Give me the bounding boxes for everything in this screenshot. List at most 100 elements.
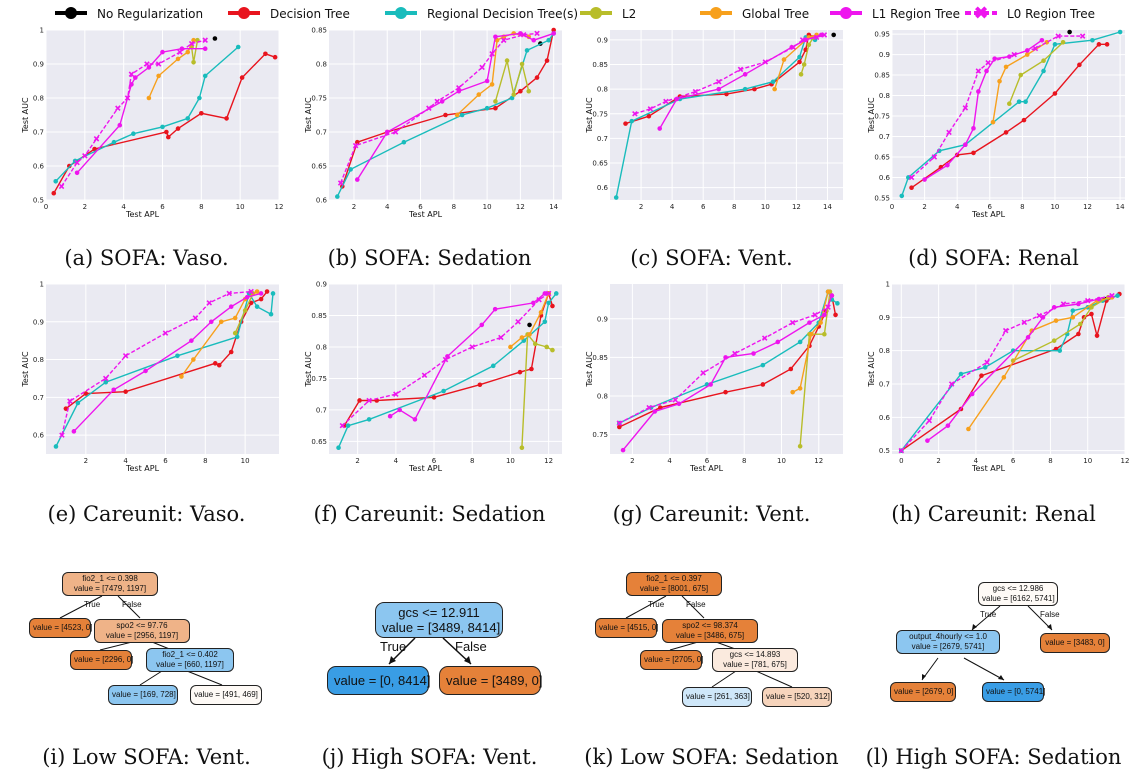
data-point — [354, 139, 360, 145]
data-point — [336, 445, 341, 451]
series-l0-region-tree — [59, 288, 254, 438]
data-point — [553, 291, 559, 296]
x-tick-label: 8 — [732, 203, 736, 211]
data-point — [103, 379, 109, 385]
x-axis-label: Test APL — [689, 464, 724, 473]
data-point — [790, 44, 797, 51]
legend-label: L0 Region Tree — [1007, 7, 1095, 21]
data-point — [53, 444, 59, 449]
legend-label: Global Tree — [742, 7, 809, 21]
data-point — [397, 407, 402, 413]
series-line — [911, 35, 1083, 179]
data-point — [339, 422, 346, 429]
legend-label: L1 Region Tree — [872, 7, 960, 21]
data-point — [392, 129, 399, 135]
data-point — [58, 183, 65, 190]
data-point — [1001, 375, 1007, 380]
data-point — [1002, 327, 1009, 334]
data-point — [546, 300, 551, 306]
data-point — [179, 374, 184, 379]
data-point — [542, 319, 548, 325]
data-point — [459, 112, 465, 118]
data-point — [742, 86, 748, 92]
tree-l-node-1: output_4hourly <= 1.0 value = [2679, 5741… — [896, 630, 1000, 654]
data-point — [490, 363, 496, 369]
legend-item-l2: L2 — [580, 7, 636, 21]
data-point — [520, 31, 527, 38]
data-point — [185, 116, 191, 121]
series-line — [341, 292, 549, 427]
data-point — [508, 344, 513, 350]
data-point — [162, 330, 169, 336]
legend-marker — [590, 7, 602, 19]
data-point — [909, 185, 914, 191]
data-point — [984, 359, 990, 366]
data-point — [517, 369, 523, 375]
data-point — [83, 391, 89, 396]
x-axis-label: Test APL — [408, 464, 443, 473]
data-point — [770, 79, 776, 85]
x-tick-label: 4 — [121, 203, 126, 211]
y-tick-label: 0.8 — [879, 92, 890, 100]
data-point — [489, 82, 495, 87]
data-point — [1055, 33, 1061, 39]
data-point — [813, 34, 820, 41]
data-point — [1094, 333, 1100, 338]
data-point — [124, 95, 131, 101]
data-point — [479, 322, 485, 328]
caption-b: (b) SOFA: Sedation — [327, 246, 532, 270]
y-axis-label: Test AUC — [868, 97, 876, 134]
data-point — [191, 357, 196, 362]
tree-i-node-1: value = [4523, 0] — [29, 618, 92, 638]
tree-k-node-6-value: value = [520, 312] — [766, 692, 830, 701]
data-point — [75, 400, 81, 406]
data-point — [742, 72, 748, 77]
y-tick-label: 0.8 — [597, 393, 608, 401]
data-point — [797, 386, 803, 391]
series-line — [926, 298, 1100, 442]
data-point — [925, 438, 930, 443]
y-tick-label: 0.6 — [316, 197, 328, 205]
data-point — [962, 105, 969, 111]
y-tick-label: 0.7 — [879, 133, 890, 141]
data-point — [51, 190, 57, 196]
series-regional-decision-tree-s — [53, 291, 276, 449]
data-point — [825, 289, 831, 295]
x-tick-label: 6 — [988, 203, 993, 211]
series-no-regularization — [831, 32, 836, 38]
data-point — [498, 334, 504, 341]
x-tick-label: 14 — [1116, 203, 1125, 211]
x-tick-label: 10 — [241, 457, 250, 465]
data-point — [197, 95, 202, 101]
data-point — [761, 335, 768, 341]
data-point — [1021, 319, 1028, 326]
data-point — [493, 105, 498, 111]
y-tick-label: 0.6 — [879, 174, 891, 182]
data-point — [434, 98, 440, 105]
series-line — [73, 292, 262, 432]
data-point — [798, 72, 804, 77]
series-l0-region-tree — [337, 30, 540, 186]
data-point — [258, 291, 264, 296]
data-point — [799, 37, 806, 43]
y-tick-label: 0.95 — [874, 31, 890, 39]
x-tick-label: 10 — [1083, 457, 1092, 465]
data-point — [632, 111, 638, 117]
data-point — [790, 389, 795, 395]
x-tick-label: 4 — [123, 457, 128, 465]
data-point — [115, 105, 121, 111]
x-tick-label: 14 — [549, 203, 558, 211]
x-tick-label: 12 — [814, 457, 823, 465]
y-tick-label: 0.7 — [879, 381, 890, 389]
legend-label: No Regularization — [97, 7, 203, 21]
x-tick-label: 2 — [352, 203, 356, 211]
chart-d-svg: 0 2 4 6 8 10 12 14 0.55 0.6 0.65 0.7 0.75 0.8 0.85 0.9 0… — [868, 29, 1125, 219]
data-point — [1039, 37, 1045, 43]
data-point — [760, 382, 766, 387]
data-point — [926, 417, 933, 424]
data-point — [441, 388, 446, 394]
series-no-regularization — [527, 322, 532, 328]
series-line — [76, 48, 206, 174]
data-point — [412, 417, 418, 422]
data-point — [133, 75, 138, 80]
